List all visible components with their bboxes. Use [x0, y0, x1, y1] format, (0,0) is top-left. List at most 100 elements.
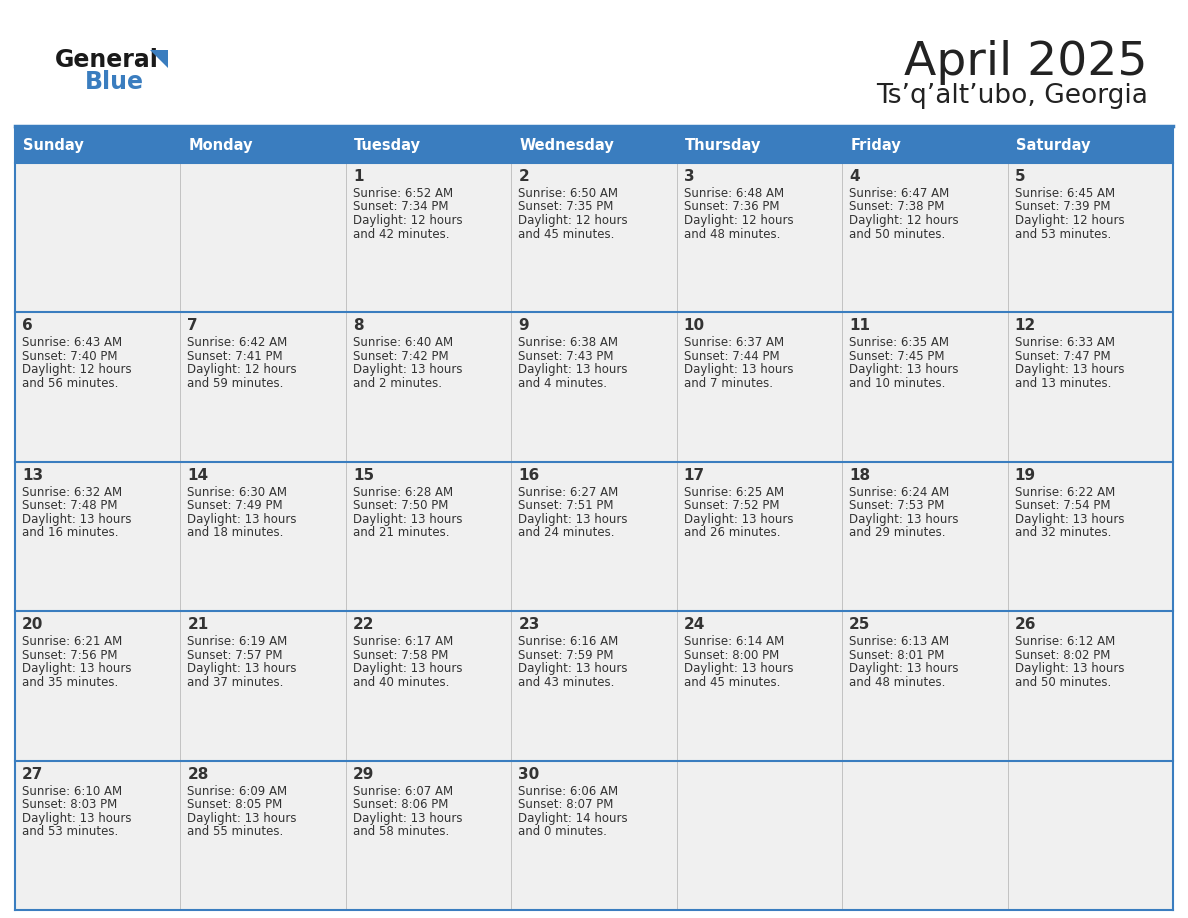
Text: and 29 minutes.: and 29 minutes. — [849, 526, 946, 539]
Text: 25: 25 — [849, 617, 871, 633]
Text: Tuesday: Tuesday — [354, 138, 421, 153]
Text: Sunset: 7:38 PM: Sunset: 7:38 PM — [849, 200, 944, 214]
Text: Sunset: 7:50 PM: Sunset: 7:50 PM — [353, 499, 448, 512]
Text: and 55 minutes.: and 55 minutes. — [188, 825, 284, 838]
Text: Sunrise: 6:13 AM: Sunrise: 6:13 AM — [849, 635, 949, 648]
Bar — [15, 611, 1173, 761]
Text: and 50 minutes.: and 50 minutes. — [1015, 676, 1111, 688]
Text: Sunrise: 6:47 AM: Sunrise: 6:47 AM — [849, 187, 949, 200]
Text: Daylight: 13 hours: Daylight: 13 hours — [23, 812, 132, 824]
Polygon shape — [150, 50, 168, 68]
Text: 4: 4 — [849, 169, 860, 184]
Text: and 53 minutes.: and 53 minutes. — [1015, 228, 1111, 241]
Text: Sunrise: 6:09 AM: Sunrise: 6:09 AM — [188, 785, 287, 798]
Text: 11: 11 — [849, 319, 870, 333]
Text: Sunrise: 6:16 AM: Sunrise: 6:16 AM — [518, 635, 619, 648]
Text: Sunset: 7:51 PM: Sunset: 7:51 PM — [518, 499, 614, 512]
Text: 5: 5 — [1015, 169, 1025, 184]
Text: Sunset: 7:47 PM: Sunset: 7:47 PM — [1015, 350, 1111, 363]
Text: Ts’q’alt’ubo, Georgia: Ts’q’alt’ubo, Georgia — [876, 83, 1148, 109]
Text: and 10 minutes.: and 10 minutes. — [849, 377, 946, 390]
Text: and 43 minutes.: and 43 minutes. — [518, 676, 614, 688]
Text: Sunset: 7:40 PM: Sunset: 7:40 PM — [23, 350, 118, 363]
Text: 27: 27 — [23, 767, 44, 781]
Text: and 45 minutes.: and 45 minutes. — [684, 676, 781, 688]
Text: Sunset: 7:45 PM: Sunset: 7:45 PM — [849, 350, 944, 363]
Text: and 18 minutes.: and 18 minutes. — [188, 526, 284, 539]
Text: Daylight: 12 hours: Daylight: 12 hours — [188, 364, 297, 376]
Text: Sunset: 7:44 PM: Sunset: 7:44 PM — [684, 350, 779, 363]
Text: and 45 minutes.: and 45 minutes. — [518, 228, 614, 241]
Text: Thursday: Thursday — [684, 138, 762, 153]
Text: Sunrise: 6:17 AM: Sunrise: 6:17 AM — [353, 635, 453, 648]
Text: Daylight: 13 hours: Daylight: 13 hours — [353, 513, 462, 526]
Text: Sunset: 8:01 PM: Sunset: 8:01 PM — [849, 649, 944, 662]
Text: Monday: Monday — [189, 138, 253, 153]
Text: Sunrise: 6:28 AM: Sunrise: 6:28 AM — [353, 486, 453, 498]
Text: 15: 15 — [353, 468, 374, 483]
Text: Sunrise: 6:30 AM: Sunrise: 6:30 AM — [188, 486, 287, 498]
Text: Daylight: 13 hours: Daylight: 13 hours — [849, 364, 959, 376]
Text: Sunset: 8:05 PM: Sunset: 8:05 PM — [188, 798, 283, 812]
Text: Daylight: 13 hours: Daylight: 13 hours — [353, 364, 462, 376]
Text: 3: 3 — [684, 169, 694, 184]
Text: Sunrise: 6:07 AM: Sunrise: 6:07 AM — [353, 785, 453, 798]
Text: Daylight: 12 hours: Daylight: 12 hours — [353, 214, 462, 227]
Text: and 42 minutes.: and 42 minutes. — [353, 228, 449, 241]
Text: and 37 minutes.: and 37 minutes. — [188, 676, 284, 688]
Text: Sunrise: 6:45 AM: Sunrise: 6:45 AM — [1015, 187, 1114, 200]
Text: Sunset: 8:06 PM: Sunset: 8:06 PM — [353, 798, 448, 812]
Text: and 53 minutes.: and 53 minutes. — [23, 825, 119, 838]
Text: Sunrise: 6:40 AM: Sunrise: 6:40 AM — [353, 336, 453, 350]
Text: Sunrise: 6:35 AM: Sunrise: 6:35 AM — [849, 336, 949, 350]
Bar — [15, 761, 1173, 910]
Text: Wednesday: Wednesday — [519, 138, 614, 153]
Text: Daylight: 13 hours: Daylight: 13 hours — [518, 513, 627, 526]
Text: Sunset: 7:59 PM: Sunset: 7:59 PM — [518, 649, 614, 662]
Text: Sunset: 7:36 PM: Sunset: 7:36 PM — [684, 200, 779, 214]
Text: and 2 minutes.: and 2 minutes. — [353, 377, 442, 390]
Text: and 16 minutes.: and 16 minutes. — [23, 526, 119, 539]
Text: Sunset: 7:34 PM: Sunset: 7:34 PM — [353, 200, 448, 214]
Text: and 26 minutes.: and 26 minutes. — [684, 526, 781, 539]
Text: General: General — [55, 48, 159, 72]
Text: Daylight: 13 hours: Daylight: 13 hours — [23, 662, 132, 676]
Text: 18: 18 — [849, 468, 871, 483]
Text: and 13 minutes.: and 13 minutes. — [1015, 377, 1111, 390]
Text: Daylight: 13 hours: Daylight: 13 hours — [1015, 364, 1124, 376]
Text: Sunset: 7:52 PM: Sunset: 7:52 PM — [684, 499, 779, 512]
Text: Sunset: 7:53 PM: Sunset: 7:53 PM — [849, 499, 944, 512]
Text: Sunset: 7:57 PM: Sunset: 7:57 PM — [188, 649, 283, 662]
Text: 22: 22 — [353, 617, 374, 633]
Text: Sunrise: 6:22 AM: Sunrise: 6:22 AM — [1015, 486, 1114, 498]
Text: 9: 9 — [518, 319, 529, 333]
Text: April 2025: April 2025 — [904, 40, 1148, 85]
Text: Daylight: 12 hours: Daylight: 12 hours — [23, 364, 132, 376]
Text: Daylight: 13 hours: Daylight: 13 hours — [849, 513, 959, 526]
Text: Sunrise: 6:38 AM: Sunrise: 6:38 AM — [518, 336, 618, 350]
Text: 16: 16 — [518, 468, 539, 483]
Text: Daylight: 13 hours: Daylight: 13 hours — [684, 513, 794, 526]
Text: Sunset: 7:49 PM: Sunset: 7:49 PM — [188, 499, 283, 512]
Bar — [15, 312, 1173, 462]
Text: Sunrise: 6:43 AM: Sunrise: 6:43 AM — [23, 336, 122, 350]
Text: Saturday: Saturday — [1016, 138, 1091, 153]
Text: 26: 26 — [1015, 617, 1036, 633]
Bar — [15, 462, 1173, 611]
Text: Sunrise: 6:37 AM: Sunrise: 6:37 AM — [684, 336, 784, 350]
Text: and 21 minutes.: and 21 minutes. — [353, 526, 449, 539]
Text: Sunrise: 6:21 AM: Sunrise: 6:21 AM — [23, 635, 122, 648]
Text: 20: 20 — [23, 617, 44, 633]
Text: 1: 1 — [353, 169, 364, 184]
Text: 12: 12 — [1015, 319, 1036, 333]
Text: 19: 19 — [1015, 468, 1036, 483]
Text: Daylight: 13 hours: Daylight: 13 hours — [518, 364, 627, 376]
Text: Sunset: 8:07 PM: Sunset: 8:07 PM — [518, 798, 614, 812]
Text: 28: 28 — [188, 767, 209, 781]
Text: Daylight: 13 hours: Daylight: 13 hours — [188, 812, 297, 824]
Text: and 56 minutes.: and 56 minutes. — [23, 377, 119, 390]
Text: Sunset: 8:00 PM: Sunset: 8:00 PM — [684, 649, 779, 662]
Text: and 24 minutes.: and 24 minutes. — [518, 526, 614, 539]
Text: Friday: Friday — [851, 138, 901, 153]
Text: and 7 minutes.: and 7 minutes. — [684, 377, 772, 390]
